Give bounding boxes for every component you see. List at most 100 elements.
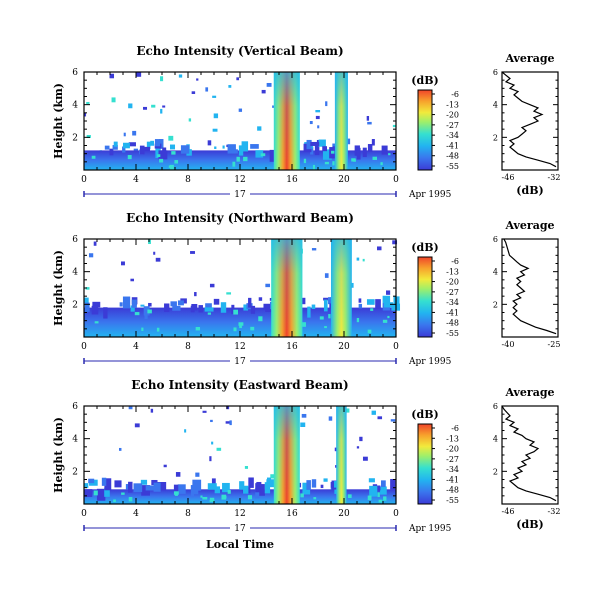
storm-echo-fade <box>334 72 348 170</box>
echo-cell <box>265 305 272 312</box>
colorbar <box>417 89 433 171</box>
echo-cell <box>324 273 329 278</box>
echo-cell <box>243 304 249 311</box>
colorbar-label: -13 <box>446 267 459 276</box>
y-axis-label: Height (km) <box>52 250 65 326</box>
echo-cell <box>325 101 328 107</box>
x-tick-label: 20 <box>338 175 350 185</box>
echo-cell <box>158 150 168 160</box>
echo-cell <box>383 496 387 501</box>
echo-cell <box>91 155 96 159</box>
month-year-label: Apr 1995 <box>408 190 452 200</box>
average-y-tick-label: 6 <box>493 235 498 244</box>
echo-cell <box>140 146 150 151</box>
echo-cell <box>392 240 398 245</box>
average-frame <box>501 238 559 338</box>
echo-cell <box>86 134 91 139</box>
y-tick-label: 6 <box>72 402 78 412</box>
echo-cell <box>375 485 381 491</box>
x-tick-label: 0 <box>81 509 87 519</box>
echo-cell <box>258 297 263 301</box>
colorbar-label: -27 <box>446 121 459 130</box>
colorbar-label: -20 <box>446 278 459 287</box>
echo-cell <box>226 292 232 295</box>
echo-cell <box>255 150 264 158</box>
echo-cell <box>128 142 136 147</box>
echo-cell <box>317 125 320 129</box>
echo-cell <box>257 126 262 131</box>
echo-cell <box>171 151 176 155</box>
x-tick-label: 0 <box>393 342 399 352</box>
echo-cell <box>190 305 195 313</box>
echo-cell <box>191 91 196 94</box>
heatmap <box>84 239 401 337</box>
echo-cell <box>143 106 148 110</box>
echo-cell <box>367 329 372 334</box>
echo-cell <box>84 112 87 117</box>
echo-cell <box>94 321 99 324</box>
echo-cell <box>160 108 163 114</box>
echo-cell <box>194 292 197 297</box>
echo-cell <box>213 298 220 305</box>
echo-cell <box>202 496 208 500</box>
colorbar-label: -34 <box>446 465 459 474</box>
echo-cell <box>233 309 239 315</box>
echo-cell <box>119 302 123 307</box>
echo-cell <box>155 257 161 262</box>
date-label-bg <box>230 188 250 198</box>
echo-cell <box>300 493 304 498</box>
echo-cell <box>213 113 219 119</box>
x-tick-label: 16 <box>286 342 298 352</box>
echo-cell <box>121 492 125 495</box>
average-y-tick-label: 2 <box>493 467 498 476</box>
echo-cell <box>205 87 209 92</box>
colorbar-label: -34 <box>446 131 459 140</box>
y-tick-label: 6 <box>72 68 78 78</box>
echo-cell <box>86 101 90 105</box>
echo-cell <box>157 481 167 491</box>
echo-cell <box>134 312 140 316</box>
echo-cell <box>323 299 328 312</box>
echo-cell <box>387 315 390 319</box>
echo-cell <box>175 472 181 477</box>
echo-cell <box>173 484 179 494</box>
panel-title: Echo Intensity (Eastward Beam) <box>131 378 348 392</box>
echo-cell <box>359 436 363 442</box>
x-tick-label: 0 <box>393 509 399 519</box>
echo-cell <box>214 146 217 149</box>
y-tick-label: 2 <box>72 467 78 477</box>
echo-cell <box>238 145 244 156</box>
echo-cell <box>209 499 215 503</box>
echo-cell <box>358 303 363 309</box>
colorbar-label: -20 <box>446 111 459 120</box>
x-tick-label: 4 <box>133 342 139 352</box>
colorbar-label: -6 <box>451 257 459 266</box>
average-title: Average <box>504 219 554 232</box>
echo-cell <box>356 446 360 449</box>
echo-cell <box>332 161 335 166</box>
echo-cell <box>136 72 142 77</box>
echo-cell <box>204 307 214 312</box>
echo-cell <box>127 155 132 160</box>
echo-cell <box>256 481 262 487</box>
colorbar-label: -55 <box>446 162 459 171</box>
echo-cell <box>247 495 253 500</box>
average-profile-line <box>501 71 557 168</box>
colorbar-label: -34 <box>446 298 459 307</box>
echo-cell <box>323 478 328 482</box>
panel-title: Echo Intensity (Northward Beam) <box>126 211 354 225</box>
echo-cell <box>211 441 214 445</box>
echo-cell <box>366 299 375 305</box>
average-profile-line <box>503 238 557 335</box>
echo-cell <box>122 142 130 149</box>
echo-cell <box>380 480 386 487</box>
echo-cell <box>236 156 240 162</box>
echo-cell <box>345 408 350 413</box>
echo-cell <box>310 146 314 155</box>
echo-cell <box>260 153 266 157</box>
echo-cell <box>113 499 116 503</box>
echo-cell <box>266 477 272 486</box>
echo-cell <box>392 124 397 128</box>
echo-cell <box>231 149 238 154</box>
echo-cell <box>114 480 122 488</box>
